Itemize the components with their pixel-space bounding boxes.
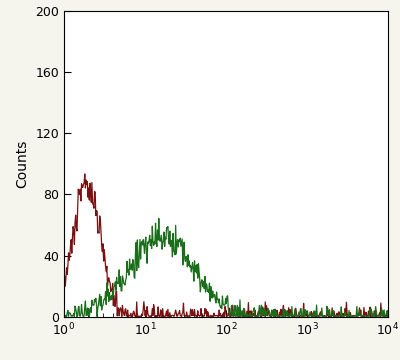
Y-axis label: Counts: Counts — [16, 140, 30, 188]
